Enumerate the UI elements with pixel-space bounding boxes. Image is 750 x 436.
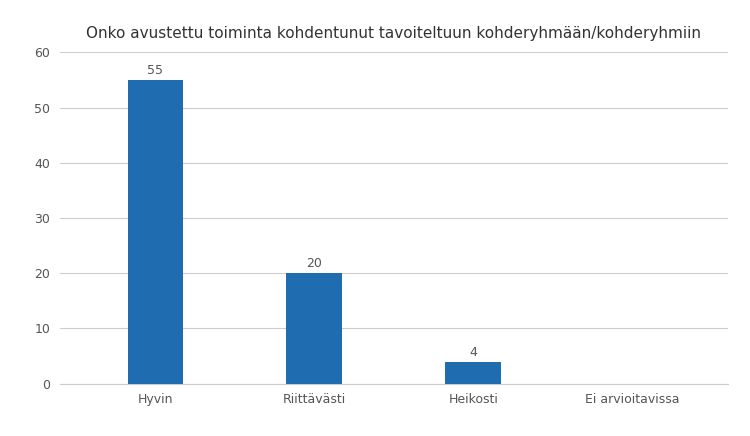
Bar [128,80,183,384]
Title: Onko avustettu toiminta kohdentunut tavoiteltuun kohderyhmään/kohderyhmiin: Onko avustettu toiminta kohdentunut tavo… [86,27,701,41]
Text: 55: 55 [147,64,164,77]
Text: 4: 4 [470,346,477,359]
Text: 20: 20 [306,258,322,270]
Bar [446,361,501,384]
Bar [286,273,342,384]
